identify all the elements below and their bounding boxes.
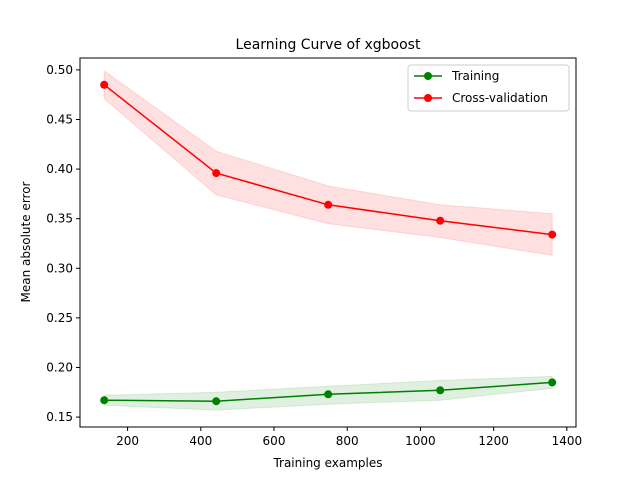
x-axis-label: Training examples <box>272 456 382 470</box>
series-points <box>100 80 557 406</box>
chart-title: Learning Curve of xgboost <box>236 37 421 53</box>
y-tick-label: 0.45 <box>46 113 73 127</box>
y-tick-label: 0.35 <box>46 212 73 226</box>
legend: Training Cross-validation <box>407 64 570 112</box>
y-tick-label: 0.50 <box>46 63 73 77</box>
legend-cross-validation-marker <box>424 94 432 102</box>
y-axis-label: Mean absolute error <box>19 181 33 302</box>
cross-validation-point <box>212 169 221 178</box>
x-axis-ticks: 200 400 600 800 1000 1200 1400 <box>116 427 582 448</box>
cross-validation-point <box>100 80 109 89</box>
legend-box <box>407 64 570 112</box>
y-tick-label: 0.40 <box>46 162 73 176</box>
x-tick-label: 200 <box>116 434 139 448</box>
y-tick-label: 0.20 <box>46 360 73 374</box>
x-tick-label: 1200 <box>478 434 509 448</box>
training-point <box>548 378 557 387</box>
training-point <box>324 390 333 399</box>
x-tick-label: 1000 <box>405 434 436 448</box>
y-tick-label: 0.30 <box>46 261 73 275</box>
cross-validation-point <box>324 200 333 209</box>
training-point <box>436 386 445 395</box>
legend-training-marker <box>424 72 432 80</box>
legend-cross-validation-label: Cross-validation <box>452 91 548 105</box>
x-tick-label: 1400 <box>552 434 583 448</box>
x-tick-label: 600 <box>263 434 286 448</box>
cross-validation-band <box>103 69 553 256</box>
cross-validation-point <box>436 216 445 225</box>
training-point <box>212 397 221 406</box>
y-axis-ticks: 0.15 0.20 0.25 0.30 0.35 0.40 0.45 0.50 <box>46 63 80 424</box>
x-tick-label: 800 <box>336 434 359 448</box>
y-tick-label: 0.15 <box>46 410 73 424</box>
cross-validation-point <box>548 230 557 239</box>
x-tick-label: 400 <box>189 434 212 448</box>
y-tick-label: 0.25 <box>46 311 73 325</box>
legend-training-label: Training <box>451 69 499 83</box>
plot-frame <box>79 57 577 428</box>
training-point <box>100 396 109 405</box>
